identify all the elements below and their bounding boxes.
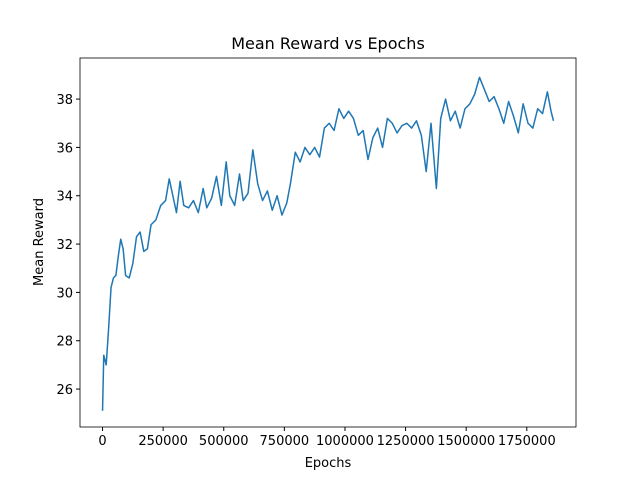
x-tick-label: 1250000 <box>377 434 435 449</box>
x-axis-label: Epochs <box>305 456 352 471</box>
x-tick-label: 500000 <box>199 434 249 449</box>
x-tick-label: 1500000 <box>437 434 495 449</box>
data-line <box>101 76 555 411</box>
y-tick-label: 28 <box>56 335 73 350</box>
y-tick-label: 38 <box>56 93 73 108</box>
x-tick-label: 0 <box>98 434 106 449</box>
y-tick-label: 26 <box>56 383 73 398</box>
y-tick-label: 32 <box>56 238 73 253</box>
x-tick-label: 1000000 <box>316 434 374 449</box>
chart-title: Mean Reward vs Epochs <box>231 34 425 53</box>
x-tick-label: 750000 <box>260 434 310 449</box>
y-axis-label: Mean Reward <box>32 198 47 286</box>
x-tick-label: 1750000 <box>498 434 556 449</box>
y-tick-label: 34 <box>56 190 73 205</box>
x-tick-label: 250000 <box>138 434 188 449</box>
y-tick-label: 36 <box>56 141 73 156</box>
y-tick-label: 30 <box>56 286 73 301</box>
plot-frame <box>79 57 577 428</box>
